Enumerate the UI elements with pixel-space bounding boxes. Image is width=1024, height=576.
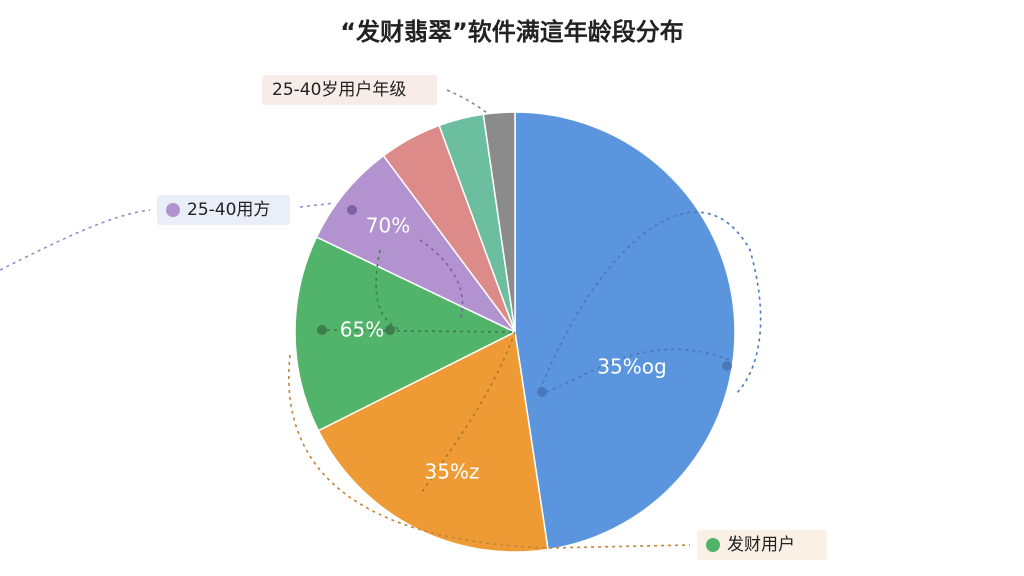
- callout-dot: [706, 538, 720, 552]
- pie-slice: [514, 111, 736, 551]
- callout-label: 发财用户: [727, 535, 795, 555]
- decor-dot: [317, 325, 327, 335]
- slice-annotation: 35%z: [425, 460, 480, 484]
- pie: [294, 111, 736, 553]
- decor-dot: [347, 205, 357, 215]
- decor-arrows: [0, 89, 762, 549]
- slice-annotation: 65%: [340, 318, 384, 342]
- callout-label: 25-40用方: [187, 200, 270, 220]
- pie-slice: [482, 111, 516, 333]
- callout-box: [697, 530, 827, 560]
- decor-dot: [385, 325, 395, 335]
- chart-title: “发财翡翠”软件满這年龄段分布: [340, 18, 684, 46]
- slice-annotation: 35%og: [597, 355, 666, 379]
- decor-dot: [537, 387, 547, 397]
- callout-box: [262, 75, 437, 105]
- callout-dot: [166, 203, 180, 217]
- pie-slice: [315, 154, 516, 333]
- slice-annotation: 70%: [366, 214, 410, 238]
- pie-slice: [294, 236, 517, 432]
- callout-label: 25-40岁用户年级: [272, 80, 406, 100]
- callout-box: [157, 195, 290, 225]
- decor-dot: [722, 361, 732, 371]
